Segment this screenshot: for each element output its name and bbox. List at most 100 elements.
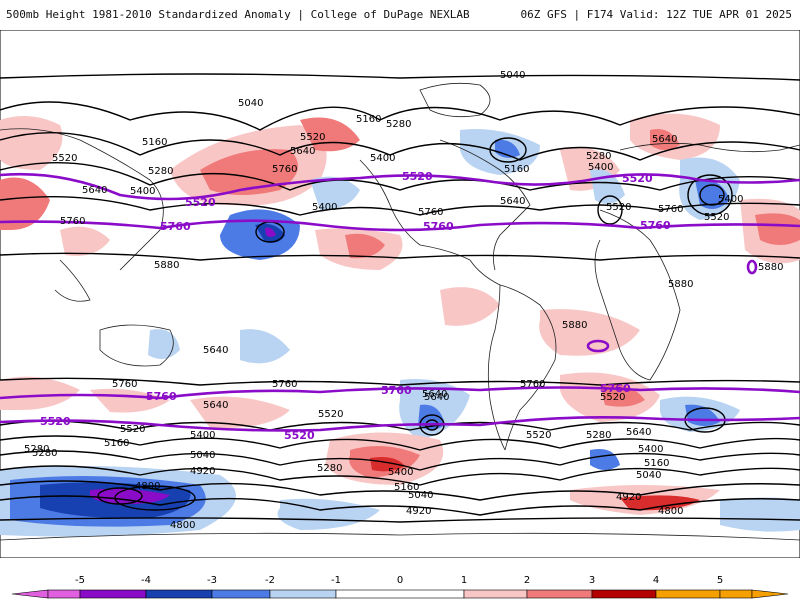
contour-label: 5280 bbox=[317, 463, 342, 474]
north-america-east-coast bbox=[439, 139, 531, 271]
contour-label: 5520 bbox=[704, 212, 729, 223]
contour-5160-south bbox=[0, 465, 800, 486]
key-contour-label-layer: 5520 5520 5760 5760 5520 5760 5760 5760 … bbox=[40, 170, 671, 442]
closed-low-antarctic bbox=[114, 485, 196, 511]
contour-label: 5760 bbox=[112, 379, 137, 390]
anomaly-positive-east-europe-core bbox=[755, 213, 800, 245]
contour-label: 5880 bbox=[758, 262, 783, 273]
contour-label: 5520 bbox=[606, 202, 631, 213]
colorbar-swatch-pos5-tail bbox=[751, 589, 789, 599]
key-contour-label: 5760 bbox=[146, 390, 177, 403]
greenland-coast bbox=[419, 82, 491, 118]
purple-contour-5760-north bbox=[0, 219, 800, 232]
contour-label: 5520 bbox=[600, 392, 625, 403]
contour-5640-north bbox=[0, 195, 800, 216]
colorbar-swatch bbox=[335, 589, 465, 599]
anomaly-positive-south-atlantic-west bbox=[0, 376, 80, 410]
key-contour-label: 5760 bbox=[160, 220, 191, 233]
purple-contour-5520-south bbox=[0, 416, 800, 432]
contour-label: 5760 bbox=[272, 379, 297, 390]
closed-low-atlantic bbox=[597, 195, 623, 225]
header: 500mb Height 1981-2010 Standardized Anom… bbox=[0, 0, 800, 30]
contour-label: 5040 bbox=[238, 98, 263, 109]
contour-label: 5880 bbox=[562, 320, 587, 331]
key-contour-label: 5520 bbox=[402, 170, 433, 183]
contour-5400-south bbox=[0, 435, 800, 451]
anomaly-positive-scandinavia-core bbox=[650, 129, 680, 150]
closed-low-europe-inner bbox=[699, 184, 725, 206]
colorbar-tick-label: 3 bbox=[589, 575, 595, 586]
key-contour-label: 5520 bbox=[185, 196, 216, 209]
contour-label: 5280 bbox=[386, 119, 411, 130]
key-contours bbox=[0, 172, 800, 432]
africa-coast bbox=[594, 209, 681, 381]
contour-label: 5280 bbox=[148, 166, 173, 177]
purple-contour-5880-middle-east bbox=[746, 259, 758, 275]
contour-5520-south bbox=[0, 420, 800, 431]
contour-label: 4800 bbox=[658, 506, 683, 517]
contour-label: 5160 bbox=[644, 458, 669, 469]
contour-5160-north bbox=[0, 101, 800, 131]
contour-label: 4800 bbox=[170, 520, 195, 531]
model-run-info: 06Z GFS | F174 Valid: 12Z TUE APR 01 202… bbox=[520, 8, 792, 21]
contour-label: 5520 bbox=[318, 409, 343, 420]
colorbar-swatch bbox=[463, 589, 528, 599]
colorbar-tick-label: -3 bbox=[207, 575, 217, 586]
contour-label: 5760 bbox=[272, 164, 297, 175]
colorbar-tick-label: 0 bbox=[397, 575, 403, 586]
anomaly-strong-positive-antarctic-edge bbox=[620, 495, 700, 511]
contour-label: 5400 bbox=[588, 162, 613, 173]
anomaly-positive-south-atlantic bbox=[539, 309, 640, 356]
closed-low-antarctic-inner bbox=[97, 487, 143, 505]
contour-5880-north bbox=[0, 252, 800, 261]
colorbar-labels: -5 -4 -3 -2 -1 0 1 2 3 4 5 bbox=[75, 575, 723, 586]
purple-contour-5520-north bbox=[0, 172, 800, 201]
contour-4920-south bbox=[0, 495, 800, 516]
contour-5760-south bbox=[0, 377, 800, 386]
key-contour-label: 5760 bbox=[600, 382, 631, 395]
colorbar-swatches bbox=[11, 589, 789, 599]
height-contours bbox=[0, 73, 800, 523]
key-contour-label: 5760 bbox=[423, 220, 454, 233]
contour-label: 5760 bbox=[418, 207, 443, 218]
contour-label: 4800 bbox=[135, 481, 160, 492]
contour-label-layer: 5040 5040 5160 5280 5520 5640 5400 5160 … bbox=[24, 70, 783, 531]
north-america-west-coast bbox=[359, 159, 501, 286]
contour-label: 5400 bbox=[638, 444, 663, 455]
contour-label: 5040 bbox=[636, 470, 661, 481]
key-contour-label: 5760 bbox=[381, 384, 412, 397]
contour-5280-north bbox=[0, 132, 800, 161]
contour-label: 5520 bbox=[120, 424, 145, 435]
contour-label: 5640 bbox=[82, 185, 107, 196]
contour-label: 5400 bbox=[312, 202, 337, 213]
key-contour-label: 5520 bbox=[622, 172, 653, 185]
contour-label: 4920 bbox=[406, 506, 431, 517]
contour-label: 5040 bbox=[500, 70, 525, 81]
key-contour-label: 5760 bbox=[640, 219, 671, 232]
colorbar-tick-label: 5 bbox=[717, 575, 723, 586]
purple-contour-5760-south bbox=[0, 386, 800, 400]
colorbar-tick-label: 1 bbox=[461, 575, 467, 586]
contour-label: 5040 bbox=[408, 490, 433, 501]
contour-label: 4920 bbox=[616, 492, 641, 503]
contour-label: 5520 bbox=[52, 153, 77, 164]
contour-label: 5520 bbox=[526, 430, 551, 441]
contour-4800-south bbox=[0, 517, 800, 523]
colorbar-tick-label: -2 bbox=[265, 575, 275, 586]
contour-5040-north bbox=[0, 73, 800, 81]
colorbar-swatch bbox=[269, 589, 337, 599]
contour-label: 5160 bbox=[356, 114, 381, 125]
contour-label: 5160 bbox=[504, 164, 529, 175]
colorbar-tick-label: 4 bbox=[653, 575, 659, 586]
colorbar-swatch bbox=[591, 589, 657, 599]
map-panel: 5040 5040 5160 5280 5520 5640 5400 5160 … bbox=[0, 29, 800, 559]
contour-label: 5640 bbox=[626, 427, 651, 438]
contour-5280-south bbox=[0, 450, 800, 471]
coastlines bbox=[0, 82, 800, 541]
contour-label: 5040 bbox=[190, 450, 215, 461]
contour-label: 5640 bbox=[500, 196, 525, 207]
contour-label: 5640 bbox=[424, 392, 449, 403]
asia-east-coast bbox=[0, 128, 164, 271]
anomaly-negative-antarctic-east bbox=[720, 497, 800, 532]
contour-5400-north bbox=[0, 162, 800, 191]
